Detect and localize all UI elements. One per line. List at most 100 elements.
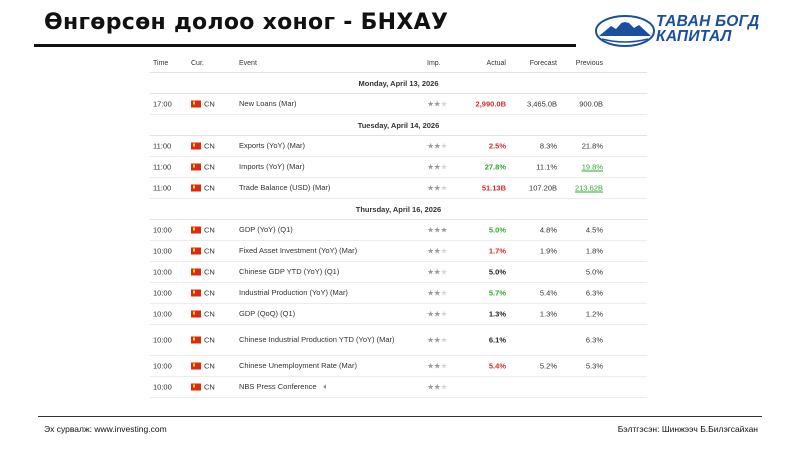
importance-stars: ★★★	[427, 268, 447, 277]
forecast-value: 1.9%	[539, 246, 557, 256]
table-row[interactable]: 10:00 CN GDP (QoQ) (Q1) ★★★ 1.3% 1.3% 1.2%	[150, 304, 647, 325]
day-header: Thursday, April 16, 2026	[150, 199, 647, 220]
star-icon: ★	[440, 99, 448, 109]
importance-stars: ★★★	[427, 100, 447, 109]
star-icon: ★	[427, 141, 434, 151]
actual-value: 1.3%	[488, 309, 506, 319]
star-icon: ★	[440, 225, 448, 235]
event-name[interactable]: Chinese GDP YTD (YoY) (Q1)	[239, 267, 340, 276]
table-row[interactable]: 10:00 CN Chinese Unemployment Rate (Mar) ★★…	[150, 356, 647, 377]
event-name[interactable]: Trade Balance (USD) (Mar)	[239, 183, 331, 192]
star-icon: ★	[440, 183, 448, 193]
actual-value: 51.13B	[481, 183, 506, 193]
star-icon: ★	[427, 246, 434, 256]
actual-value: 2,990.0B	[475, 99, 506, 109]
star-icon: ★	[427, 335, 434, 345]
currency-code: CN	[204, 288, 215, 298]
event-name[interactable]: Fixed Asset Investment (YoY) (Mar)	[239, 246, 358, 255]
star-icon: ★	[427, 309, 434, 319]
currency-code: CN	[204, 309, 215, 319]
currency-code: CN	[204, 141, 215, 151]
star-icon: ★	[433, 267, 441, 277]
table-row[interactable]: 17:00 CN New Loans (Mar) ★★★ 2,990.0B 3,465.0…	[150, 94, 647, 115]
event-time: 10:00	[153, 225, 172, 235]
previous-value: 900.0B	[579, 99, 603, 109]
event-name[interactable]: New Loans (Mar)	[239, 99, 297, 108]
event-name[interactable]: GDP (YoY) (Q1)	[239, 225, 293, 234]
actual-value: 2.5%	[488, 141, 506, 151]
event-name[interactable]: Chinese Industrial Production YTD (YoY) …	[239, 335, 395, 344]
star-icon: ★	[433, 99, 441, 109]
forecast-value: 3,465.0B	[526, 99, 557, 109]
event-name[interactable]: Imports (YoY) (Mar)	[239, 162, 305, 171]
china-flag-icon	[191, 383, 201, 391]
previous-value: 6.3%	[585, 288, 603, 298]
logo-line-2: КАПИТАЛ	[656, 28, 732, 45]
currency-code: CN	[204, 99, 215, 109]
currency-code: CN	[204, 183, 215, 193]
star-icon: ★	[427, 288, 434, 298]
previous-value: 19.8%	[581, 162, 603, 172]
actual-value: 6.1%	[488, 335, 506, 345]
china-flag-icon	[191, 100, 201, 108]
table-row[interactable]: 10:00 CN NBS Press Conference 🔈︎ ★★★	[150, 377, 647, 398]
star-icon: ★	[440, 162, 448, 172]
star-icon: ★	[427, 382, 434, 392]
table-row[interactable]: 10:00 CN GDP (YoY) (Q1) ★★★ 5.0% 4.8% 4.5%	[150, 220, 647, 241]
previous-value: 1.2%	[585, 309, 603, 319]
china-flag-icon	[191, 268, 201, 276]
table-row[interactable]: 10:00 CN Chinese GDP YTD (YoY) (Q1) ★★★ 5.0%…	[150, 262, 647, 283]
previous-value: 5.0%	[585, 267, 603, 277]
event-time: 10:00	[153, 288, 172, 298]
company-logo	[595, 15, 655, 47]
event-time: 11:00	[153, 162, 172, 172]
column-previous: Previous	[575, 60, 603, 67]
forecast-value: 107.20B	[529, 183, 557, 193]
table-row[interactable]: 10:00 CN Chinese Industrial Production YTD…	[150, 325, 647, 356]
event-name[interactable]: NBS Press Conference 🔈︎	[239, 382, 329, 391]
china-flag-icon	[191, 142, 201, 150]
currency-code: CN	[204, 246, 215, 256]
event-time: 10:00	[153, 335, 172, 345]
actual-value: 5.0%	[488, 225, 506, 235]
event-name[interactable]: Chinese Unemployment Rate (Mar)	[239, 361, 357, 370]
previous-value: 21.8%	[581, 141, 603, 151]
table-row[interactable]: 10:00 CN Industrial Production (YoY) (Mar)…	[150, 283, 647, 304]
event-name[interactable]: Exports (YoY) (Mar)	[239, 141, 305, 150]
event-time: 17:00	[153, 99, 172, 109]
table-row[interactable]: 11:00 CN Imports (YoY) (Mar) ★★★ 27.8% 11.1% 1…	[150, 157, 647, 178]
star-icon: ★	[440, 246, 448, 256]
table-row[interactable]: 10:00 CN Fixed Asset Investment (YoY) (Mar…	[150, 241, 647, 262]
star-icon: ★	[433, 162, 441, 172]
star-icon: ★	[433, 141, 441, 151]
star-icon: ★	[440, 361, 448, 371]
star-icon: ★	[440, 267, 448, 277]
event-time: 10:00	[153, 309, 172, 319]
day-header: Monday, April 13, 2026	[150, 73, 647, 94]
actual-value: 5.4%	[488, 361, 506, 371]
table-body: Monday, April 13, 2026 17:00 CN New Loans (…	[150, 73, 647, 398]
footer-source: Эх сурвалж: www.investing.com	[44, 424, 167, 434]
table-row[interactable]: 11:00 CN Exports (YoY) (Mar) ★★★ 2.5% 8.3% 21.…	[150, 136, 647, 157]
star-icon: ★	[433, 288, 441, 298]
star-icon: ★	[440, 382, 448, 392]
importance-stars: ★★★	[427, 362, 447, 371]
event-name[interactable]: GDP (QoQ) (Q1)	[239, 309, 296, 318]
speaker-icon[interactable]: 🔈︎	[323, 382, 329, 391]
logo-text: ТАВАН БОГД КАПИТАЛ	[656, 14, 760, 45]
column-event: Event	[239, 60, 257, 67]
importance-stars: ★★★	[427, 247, 447, 256]
forecast-value: 8.3%	[539, 141, 557, 151]
forecast-value: 1.3%	[539, 309, 557, 319]
importance-stars: ★★★	[427, 383, 447, 392]
event-name[interactable]: Industrial Production (YoY) (Mar)	[239, 288, 348, 297]
star-icon: ★	[427, 99, 434, 109]
table-row[interactable]: 11:00 CN Trade Balance (USD) (Mar) ★★★ 51.13…	[150, 178, 647, 199]
previous-value: 1.8%	[585, 246, 603, 256]
china-flag-icon	[191, 336, 201, 344]
china-flag-icon	[191, 226, 201, 234]
star-icon: ★	[427, 361, 434, 371]
star-icon: ★	[433, 382, 441, 392]
star-icon: ★	[433, 335, 441, 345]
star-icon: ★	[427, 267, 434, 277]
